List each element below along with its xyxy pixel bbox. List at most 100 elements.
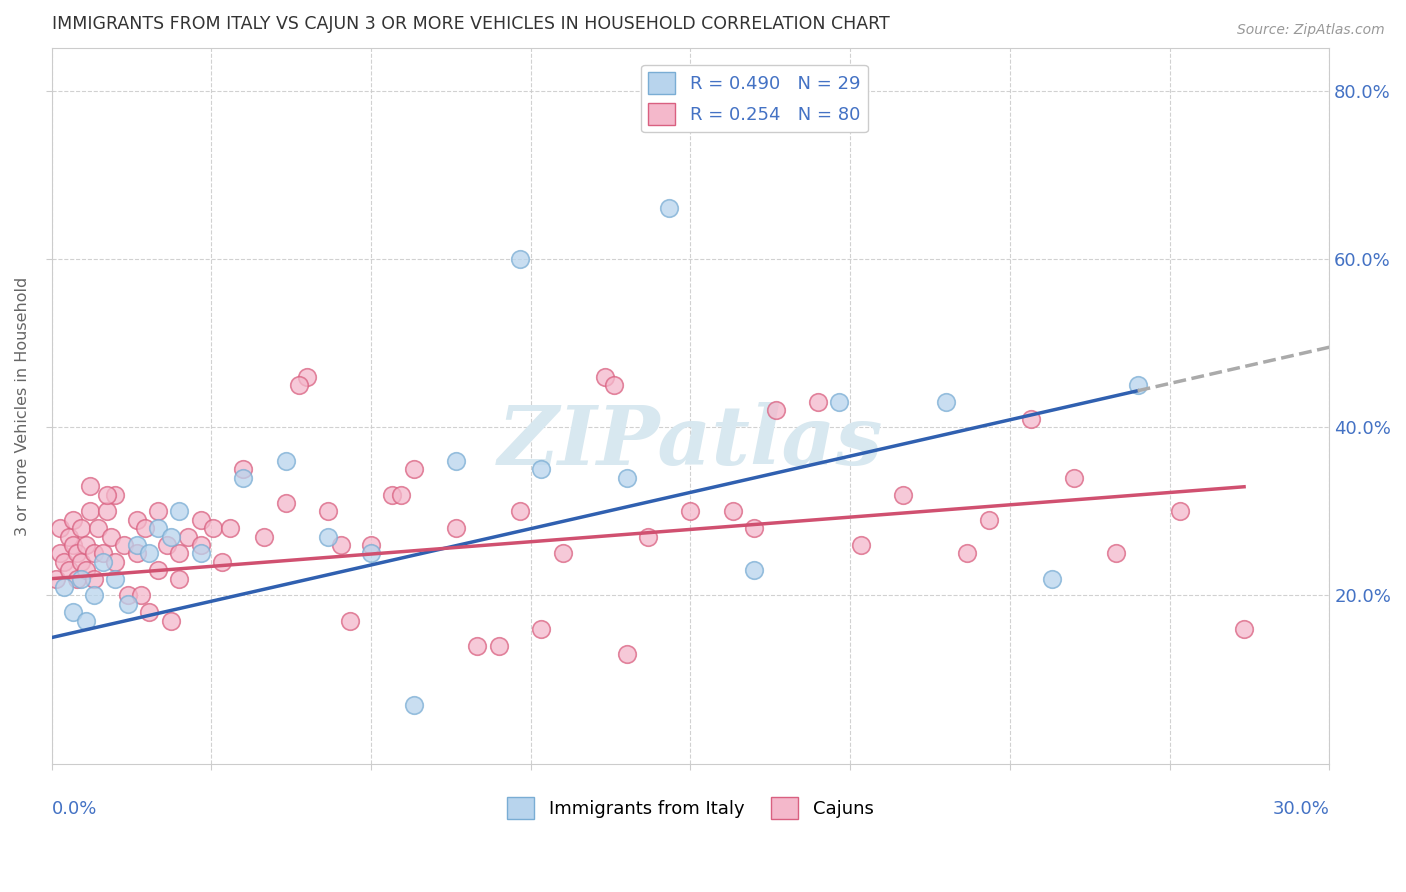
Point bbox=[360, 538, 382, 552]
Point bbox=[138, 605, 160, 619]
Text: 30.0%: 30.0% bbox=[1272, 800, 1329, 818]
Point bbox=[117, 589, 139, 603]
Point bbox=[58, 530, 80, 544]
Point bbox=[232, 471, 254, 485]
Point bbox=[159, 530, 181, 544]
Point bbox=[849, 538, 872, 552]
Point bbox=[1233, 622, 1256, 636]
Point bbox=[104, 555, 127, 569]
Point bbox=[274, 496, 297, 510]
Point bbox=[53, 555, 76, 569]
Point bbox=[96, 504, 118, 518]
Point bbox=[360, 546, 382, 560]
Point bbox=[62, 513, 84, 527]
Point bbox=[117, 597, 139, 611]
Point bbox=[146, 563, 169, 577]
Point bbox=[159, 614, 181, 628]
Point bbox=[530, 622, 553, 636]
Point bbox=[318, 530, 340, 544]
Point bbox=[49, 521, 72, 535]
Point bbox=[551, 546, 574, 560]
Point bbox=[53, 580, 76, 594]
Point bbox=[765, 403, 787, 417]
Point bbox=[58, 563, 80, 577]
Point bbox=[75, 538, 97, 552]
Point bbox=[79, 479, 101, 493]
Point bbox=[91, 555, 114, 569]
Point bbox=[100, 530, 122, 544]
Point bbox=[444, 454, 467, 468]
Point bbox=[603, 378, 626, 392]
Point bbox=[62, 605, 84, 619]
Point bbox=[134, 521, 156, 535]
Point bbox=[509, 252, 531, 266]
Point bbox=[104, 572, 127, 586]
Point bbox=[169, 572, 191, 586]
Point bbox=[70, 572, 93, 586]
Point bbox=[1168, 504, 1191, 518]
Point bbox=[75, 563, 97, 577]
Point bbox=[219, 521, 242, 535]
Point bbox=[977, 513, 1000, 527]
Point bbox=[146, 504, 169, 518]
Point bbox=[381, 487, 404, 501]
Point bbox=[1105, 546, 1128, 560]
Point bbox=[807, 395, 830, 409]
Point bbox=[87, 521, 110, 535]
Point bbox=[211, 555, 233, 569]
Text: ZIPatlas: ZIPatlas bbox=[498, 402, 883, 482]
Text: 0.0%: 0.0% bbox=[52, 800, 97, 818]
Point bbox=[402, 462, 425, 476]
Point bbox=[318, 504, 340, 518]
Point bbox=[45, 572, 67, 586]
Point bbox=[935, 395, 957, 409]
Point bbox=[488, 639, 510, 653]
Point bbox=[66, 546, 89, 560]
Text: IMMIGRANTS FROM ITALY VS CAJUN 3 OR MORE VEHICLES IN HOUSEHOLD CORRELATION CHART: IMMIGRANTS FROM ITALY VS CAJUN 3 OR MORE… bbox=[52, 15, 889, 33]
Point bbox=[104, 487, 127, 501]
Point bbox=[1042, 572, 1064, 586]
Point bbox=[287, 378, 309, 392]
Point bbox=[232, 462, 254, 476]
Point bbox=[721, 504, 744, 518]
Point bbox=[70, 555, 93, 569]
Point bbox=[339, 614, 361, 628]
Point bbox=[62, 538, 84, 552]
Point bbox=[66, 572, 89, 586]
Point bbox=[509, 504, 531, 518]
Point bbox=[70, 521, 93, 535]
Point bbox=[75, 614, 97, 628]
Point bbox=[202, 521, 225, 535]
Point bbox=[83, 546, 105, 560]
Point bbox=[96, 487, 118, 501]
Point bbox=[155, 538, 177, 552]
Point bbox=[828, 395, 851, 409]
Point bbox=[1063, 471, 1085, 485]
Point bbox=[1019, 411, 1042, 425]
Point bbox=[253, 530, 276, 544]
Point bbox=[389, 487, 412, 501]
Y-axis label: 3 or more Vehicles in Household: 3 or more Vehicles in Household bbox=[15, 277, 30, 536]
Point bbox=[91, 546, 114, 560]
Point bbox=[530, 462, 553, 476]
Point bbox=[190, 538, 212, 552]
Point bbox=[79, 504, 101, 518]
Point bbox=[138, 546, 160, 560]
Point bbox=[444, 521, 467, 535]
Point bbox=[742, 563, 765, 577]
Point bbox=[129, 589, 152, 603]
Point bbox=[616, 648, 638, 662]
Point bbox=[593, 369, 616, 384]
Point bbox=[658, 202, 681, 216]
Point bbox=[274, 454, 297, 468]
Point bbox=[112, 538, 135, 552]
Legend: Immigrants from Italy, Cajuns: Immigrants from Italy, Cajuns bbox=[501, 789, 882, 826]
Point bbox=[679, 504, 702, 518]
Point bbox=[83, 589, 105, 603]
Point bbox=[146, 521, 169, 535]
Point bbox=[125, 546, 148, 560]
Point bbox=[190, 513, 212, 527]
Text: Source: ZipAtlas.com: Source: ZipAtlas.com bbox=[1237, 23, 1385, 37]
Point bbox=[891, 487, 914, 501]
Point bbox=[295, 369, 318, 384]
